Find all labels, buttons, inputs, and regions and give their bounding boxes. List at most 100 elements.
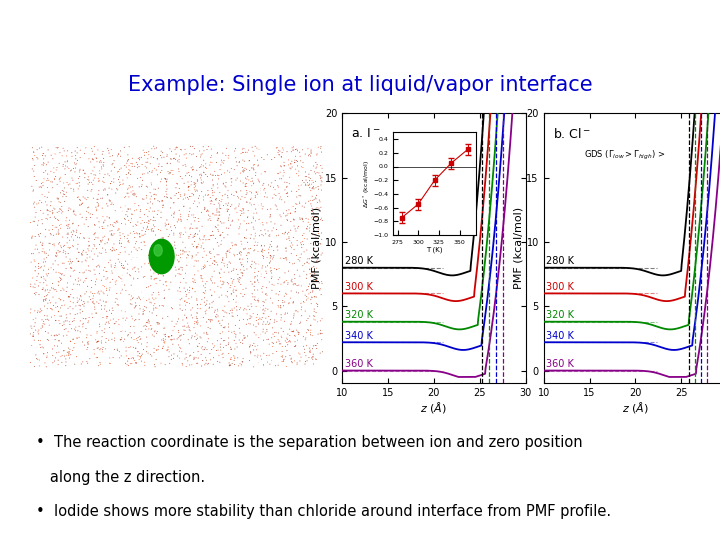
Point [130, 359, 142, 367]
Point [25, 258, 37, 266]
Point [43, 226, 55, 234]
Point [289, 342, 300, 351]
Point [135, 173, 146, 182]
Point [122, 231, 134, 240]
Point [25, 322, 37, 330]
Point [93, 337, 104, 346]
Point [184, 288, 195, 297]
Point [282, 211, 293, 220]
Point [175, 246, 186, 255]
Point [292, 336, 303, 345]
Point [27, 330, 39, 339]
Point [159, 174, 171, 183]
Point [137, 194, 148, 203]
Point [89, 249, 100, 258]
Point [209, 308, 220, 316]
Point [148, 275, 160, 284]
Point [37, 219, 48, 228]
Point [66, 264, 78, 273]
Point [83, 173, 94, 181]
Point [179, 224, 191, 232]
Point [181, 298, 193, 307]
Point [192, 301, 203, 309]
Point [272, 275, 284, 284]
Point [284, 237, 295, 245]
Point [285, 355, 297, 363]
Point [148, 153, 159, 162]
Point [86, 283, 97, 292]
Point [262, 205, 274, 214]
Point [66, 148, 78, 157]
Point [304, 180, 315, 188]
Point [262, 318, 274, 326]
Point [293, 330, 305, 339]
Point [235, 303, 246, 312]
Point [300, 172, 312, 181]
Point [288, 222, 300, 231]
Point [225, 281, 237, 290]
Point [184, 225, 196, 233]
Point [302, 222, 313, 231]
Point [305, 146, 317, 154]
Point [51, 163, 63, 172]
Point [234, 222, 246, 231]
Point [179, 322, 190, 330]
Point [63, 243, 74, 252]
Point [204, 300, 215, 308]
Point [154, 276, 166, 285]
Point [129, 191, 140, 199]
Text: b. $\mathrm{Cl}^-$: b. $\mathrm{Cl}^-$ [553, 127, 591, 141]
Point [198, 168, 210, 177]
Point [142, 223, 153, 232]
Point [222, 207, 233, 216]
Point [278, 158, 289, 167]
Point [35, 278, 46, 287]
Point [122, 237, 134, 245]
Point [148, 216, 159, 225]
Point [82, 245, 94, 253]
Point [171, 150, 182, 158]
Point [115, 203, 127, 212]
Point [138, 231, 149, 240]
Point [117, 207, 128, 215]
Point [279, 355, 290, 363]
Point [294, 214, 305, 222]
Point [299, 345, 310, 354]
Point [146, 324, 158, 333]
Point [145, 266, 156, 274]
Point [184, 192, 195, 201]
Point [207, 316, 218, 325]
Point [310, 231, 321, 239]
Point [188, 278, 199, 287]
Point [223, 151, 235, 160]
Point [150, 191, 162, 199]
Point [294, 152, 306, 161]
Point [251, 316, 262, 325]
Point [222, 166, 233, 175]
Point [138, 305, 149, 314]
Point [181, 169, 193, 178]
Point [203, 304, 215, 313]
Point [217, 349, 229, 357]
Point [271, 143, 283, 152]
Point [121, 159, 132, 167]
Point [295, 192, 307, 200]
Point [145, 246, 157, 255]
Point [224, 248, 235, 256]
Point [235, 168, 246, 177]
Point [184, 299, 195, 308]
Point [50, 316, 61, 325]
Point [207, 259, 218, 268]
Point [239, 333, 251, 342]
Point [305, 196, 316, 205]
Point [113, 175, 125, 184]
Point [106, 185, 117, 193]
Point [294, 318, 306, 327]
Point [105, 261, 117, 269]
Point [101, 199, 112, 208]
Point [186, 303, 198, 312]
Point [127, 354, 139, 363]
Point [192, 342, 203, 350]
Point [275, 280, 287, 288]
Point [43, 288, 55, 297]
